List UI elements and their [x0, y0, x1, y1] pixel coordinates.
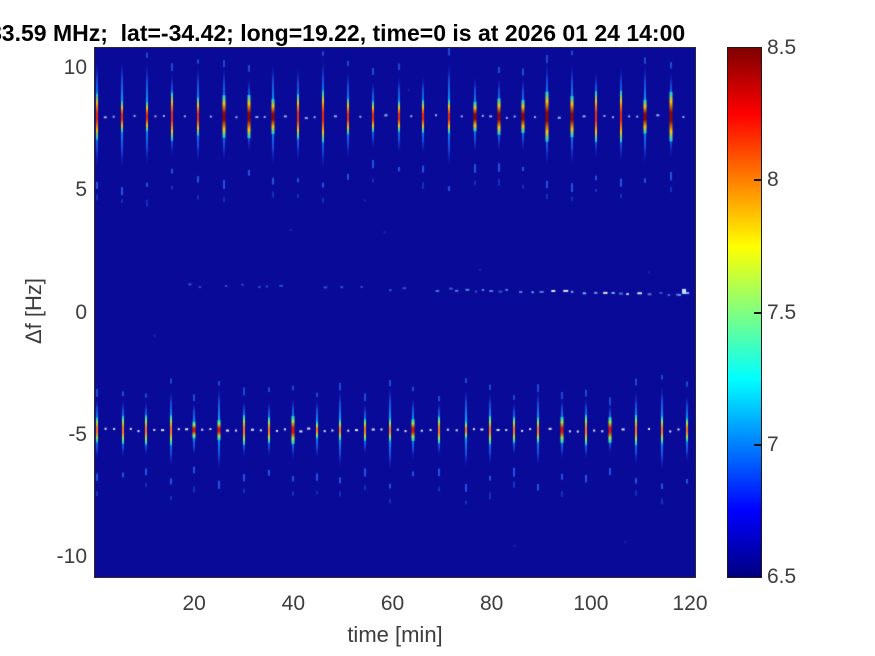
- title-clipped-prefix: 8: [0, 20, 2, 46]
- x-tick-label: 40: [281, 592, 306, 615]
- y-tick-label: -10: [56, 545, 87, 569]
- y-tick-label: -5: [68, 422, 87, 446]
- colorbar-tick-label: 8: [767, 168, 779, 192]
- colorbar-tick-mark: [754, 311, 761, 314]
- x-tick-label: 120: [672, 592, 708, 615]
- colorbar-tick-label: 7: [767, 432, 779, 456]
- x-tick-label: 80: [480, 592, 504, 615]
- colorbar-tick-mark: [754, 179, 761, 182]
- y-tick-label: 5: [75, 178, 87, 202]
- x-axis-label: time [min]: [347, 622, 443, 647]
- colorbar-tick-mark: [754, 443, 761, 446]
- x-tick-label: 20: [182, 592, 206, 615]
- plot-area: [94, 47, 696, 578]
- y-tick-label: 10: [63, 55, 87, 79]
- colorbar-tick-label: 8.5: [767, 36, 797, 59]
- heatmap-canvas: [95, 48, 695, 577]
- x-tick-label: 100: [573, 592, 609, 615]
- x-tick-label: 60: [380, 592, 405, 615]
- chart-title: 83.59 MHz; lat=-34.42; long=19.22, time=…: [0, 20, 685, 47]
- title-text: 3.59 MHz; lat=-34.42; long=19.22, time=0…: [1, 20, 686, 46]
- y-tick-label: 0: [75, 300, 87, 324]
- colorbar-tick-label: 6.5: [767, 565, 797, 588]
- colorbar-tick-label: 7.5: [767, 300, 797, 324]
